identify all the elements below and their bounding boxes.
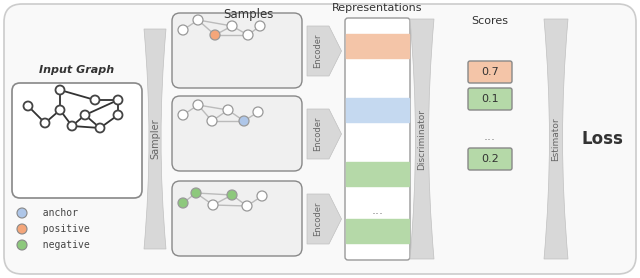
Circle shape [253, 107, 263, 117]
FancyBboxPatch shape [468, 88, 512, 110]
Bar [346, 98, 409, 122]
Text: ...: ... [484, 130, 496, 143]
Text: Input Graph: Input Graph [40, 65, 115, 75]
Text: 0.7: 0.7 [481, 67, 499, 77]
Circle shape [193, 15, 203, 25]
FancyBboxPatch shape [4, 4, 636, 274]
Circle shape [90, 96, 99, 105]
PathPatch shape [307, 26, 342, 76]
Text: Encoder: Encoder [314, 34, 323, 68]
PathPatch shape [544, 19, 568, 259]
FancyBboxPatch shape [468, 61, 512, 83]
Text: positive: positive [31, 224, 90, 234]
Circle shape [17, 224, 27, 234]
Text: Encoder: Encoder [314, 117, 323, 151]
Circle shape [257, 191, 267, 201]
Circle shape [17, 240, 27, 250]
Text: anchor: anchor [31, 208, 78, 218]
Text: 0.2: 0.2 [481, 154, 499, 164]
Circle shape [24, 101, 33, 110]
PathPatch shape [307, 109, 342, 159]
Text: ...: ... [371, 203, 383, 217]
FancyBboxPatch shape [12, 83, 142, 198]
Circle shape [178, 198, 188, 208]
Circle shape [193, 100, 203, 110]
Circle shape [67, 121, 77, 130]
Circle shape [227, 190, 237, 200]
Bar [346, 34, 409, 58]
Circle shape [81, 110, 90, 120]
PathPatch shape [410, 19, 434, 259]
Text: Discriminator: Discriminator [417, 108, 426, 170]
Text: Representations: Representations [332, 3, 423, 13]
Text: Samples: Samples [223, 8, 273, 21]
FancyBboxPatch shape [172, 13, 302, 88]
Text: Scores: Scores [472, 16, 509, 26]
Circle shape [239, 116, 249, 126]
Circle shape [17, 208, 27, 218]
Bar [346, 162, 409, 186]
Circle shape [223, 105, 233, 115]
Circle shape [95, 123, 104, 133]
Circle shape [243, 30, 253, 40]
FancyBboxPatch shape [172, 96, 302, 171]
Text: Loss: Loss [581, 130, 623, 148]
Circle shape [191, 188, 201, 198]
Text: negative: negative [31, 240, 90, 250]
FancyBboxPatch shape [172, 181, 302, 256]
PathPatch shape [144, 29, 166, 249]
Circle shape [113, 110, 122, 120]
Circle shape [178, 25, 188, 35]
PathPatch shape [307, 194, 342, 244]
Circle shape [242, 201, 252, 211]
Circle shape [210, 30, 220, 40]
Text: Estimator: Estimator [552, 117, 561, 161]
Circle shape [113, 96, 122, 105]
Circle shape [227, 21, 237, 31]
Circle shape [255, 21, 265, 31]
Circle shape [207, 116, 217, 126]
Circle shape [56, 105, 65, 115]
FancyBboxPatch shape [468, 148, 512, 170]
Circle shape [178, 110, 188, 120]
Bar [346, 219, 409, 243]
Circle shape [40, 118, 49, 128]
Text: Encoder: Encoder [314, 202, 323, 236]
Text: 0.1: 0.1 [481, 94, 499, 104]
Circle shape [208, 200, 218, 210]
FancyBboxPatch shape [345, 18, 410, 260]
Text: Sampler: Sampler [150, 119, 160, 159]
Circle shape [56, 86, 65, 95]
